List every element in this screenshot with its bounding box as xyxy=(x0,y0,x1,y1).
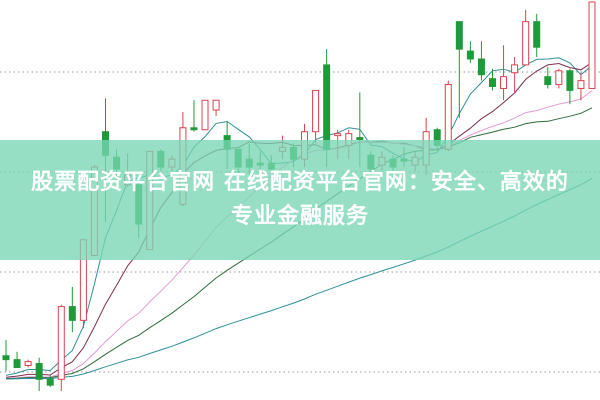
candle-up xyxy=(577,80,585,89)
title-banner: 股票配资平台官网 在线配资平台官网：安全、高效的专业金融服务 xyxy=(0,140,600,260)
candle-up xyxy=(201,99,209,131)
article-title: 股票配资平台官网 在线配资平台官网：安全、高效的专业金融服务 xyxy=(31,170,569,229)
candle-up xyxy=(511,64,519,74)
candle-up xyxy=(24,361,32,367)
candle-down xyxy=(46,378,54,386)
candle-up xyxy=(500,76,508,89)
candle-up xyxy=(57,306,65,380)
candle-down xyxy=(68,306,76,321)
candle-down xyxy=(455,21,463,50)
candle-down xyxy=(190,127,198,131)
candle-down xyxy=(323,64,331,150)
candle-down xyxy=(466,50,474,60)
candle-down xyxy=(488,78,496,87)
candle-up xyxy=(522,21,530,66)
candle-up xyxy=(212,99,220,111)
candle-down xyxy=(544,76,552,86)
candle-down xyxy=(533,21,541,48)
candle-down xyxy=(356,137,364,141)
candle-down xyxy=(566,70,574,91)
candle-up xyxy=(555,70,563,86)
candle-down xyxy=(13,359,21,368)
candle-down xyxy=(2,355,10,361)
candle-up xyxy=(312,89,320,133)
candle-down xyxy=(35,363,43,380)
candle-down xyxy=(477,58,485,76)
candle-up xyxy=(588,1,596,89)
candle-up xyxy=(334,133,342,137)
